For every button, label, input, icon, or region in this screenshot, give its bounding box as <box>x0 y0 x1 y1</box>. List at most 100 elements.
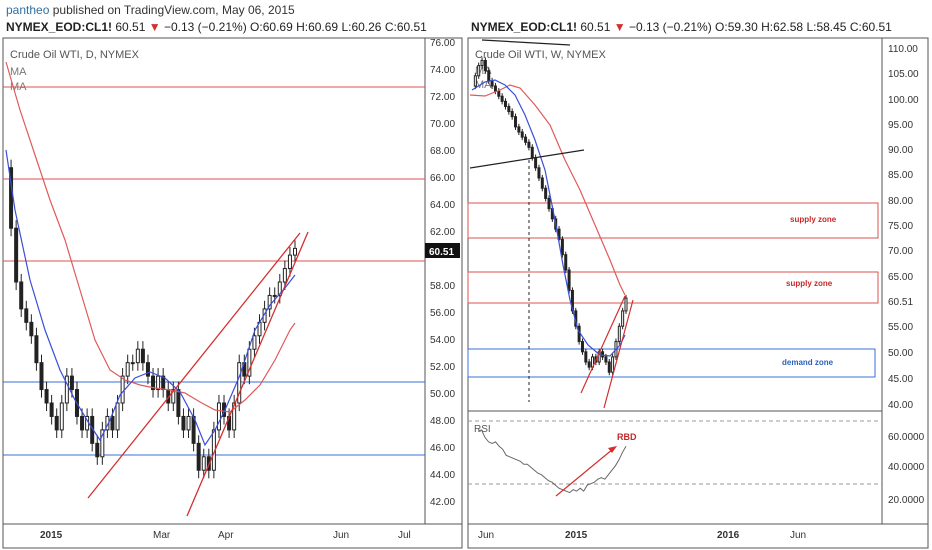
right-ma-blue <box>471 79 626 357</box>
right-panel-frame <box>467 37 929 549</box>
left-ytick: 46.00 <box>430 443 455 454</box>
left-xtick: Mar <box>153 530 171 541</box>
right-ohlc: O:59.30 H:62.58 L:58.45 C:60.51 <box>715 20 892 34</box>
channel-line <box>603 299 634 409</box>
right-xtick: 2016 <box>717 530 740 541</box>
left-ytick: 50.00 <box>430 389 455 400</box>
left-symbol-bar: NYMEX_EOD:CL1! 60.51 ▼ −0.13 (−0.21%) O:… <box>6 20 427 34</box>
candle <box>247 348 252 377</box>
candle <box>483 59 487 72</box>
right-ytick: 90.00 <box>888 145 913 156</box>
rsi-label: RSI <box>474 424 491 435</box>
candle <box>534 157 538 169</box>
candle <box>44 389 49 404</box>
right-y-axis: 110.00 105.00 100.00 95.00 90.00 85.00 8… <box>888 44 925 506</box>
candle <box>587 361 591 368</box>
right-symbol[interactable]: NYMEX_EOD:CL1! <box>471 20 578 34</box>
candle <box>64 375 69 404</box>
right-ytick: 55.00 <box>888 322 913 333</box>
right-xtick: Jun <box>478 530 494 541</box>
left-ytick: 76.00 <box>430 38 455 49</box>
candle <box>287 254 292 270</box>
candle <box>520 131 524 138</box>
right-trendlines <box>469 39 634 409</box>
candle <box>181 415 186 431</box>
candle <box>186 415 191 431</box>
left-change: −0.13 (−0.21%) <box>163 20 247 34</box>
candle <box>473 75 477 87</box>
supply-zone-upper <box>467 202 879 239</box>
right-ma-red <box>469 84 626 296</box>
candle <box>547 197 551 210</box>
left-ma-red <box>5 61 296 413</box>
left-panel-frame <box>2 37 463 549</box>
candle <box>14 227 19 283</box>
candle <box>130 362 135 365</box>
candle <box>80 415 85 431</box>
candle <box>95 442 100 458</box>
candle <box>503 100 507 107</box>
left-ytick: 44.00 <box>430 470 455 481</box>
right-ytick: 105.00 <box>888 69 919 80</box>
candle <box>125 362 130 377</box>
candle <box>24 308 29 323</box>
candle <box>39 362 44 391</box>
rbd-arrow-line <box>555 448 614 497</box>
left-ytick: 68.00 <box>430 146 455 157</box>
right-ytick: 95.00 <box>888 120 913 131</box>
candle <box>100 429 105 458</box>
left-ytick: 56.00 <box>430 308 455 319</box>
left-ytick: 62.00 <box>430 227 455 238</box>
candle <box>176 389 181 417</box>
left-symbol[interactable]: NYMEX_EOD:CL1! <box>6 20 113 34</box>
candle <box>607 361 611 373</box>
candle <box>577 325 581 343</box>
candle <box>277 281 282 296</box>
candle <box>580 341 584 353</box>
candle <box>59 402 64 431</box>
left-channel <box>87 231 309 517</box>
candle <box>517 126 521 133</box>
left-ytick: 70.00 <box>430 119 455 130</box>
candle <box>611 356 615 373</box>
candle <box>480 59 484 67</box>
rsi-line <box>477 429 627 494</box>
channel-line <box>186 231 309 517</box>
candle <box>140 348 145 364</box>
candle <box>604 356 608 363</box>
author-link[interactable]: pantheo <box>6 3 50 17</box>
candle <box>49 402 54 417</box>
right-chart-title: Crude Oil WTI, W, NYMEX <box>475 49 606 61</box>
candle <box>527 141 531 148</box>
left-ma1-label: MA <box>10 66 27 78</box>
candle <box>267 294 272 310</box>
left-ytick: 58.00 <box>430 281 455 292</box>
candle <box>487 70 491 82</box>
rsi-ytick: 20.0000 <box>888 495 925 506</box>
right-change: −0.13 (−0.21%) <box>628 20 712 34</box>
candle <box>497 90 501 97</box>
candle <box>34 335 39 364</box>
left-y-axis: 76.00 74.00 72.00 70.00 68.00 66.00 64.0… <box>425 38 460 508</box>
right-last: 60.51 <box>580 20 611 34</box>
right-ytick: 45.00 <box>888 374 913 385</box>
left-ytick: 48.00 <box>430 416 455 427</box>
rbd-arrow-icon <box>608 446 617 453</box>
left-ytick: 42.00 <box>430 497 455 508</box>
publish-header: pantheo published on TradingView.com, Ma… <box>6 3 295 17</box>
candle <box>54 415 59 431</box>
candle <box>477 65 481 77</box>
right-xtick: 2015 <box>565 530 588 541</box>
right-ytick: 50.00 <box>888 348 913 359</box>
candle <box>584 351 588 363</box>
candle <box>120 375 125 404</box>
left-ytick: 74.00 <box>430 65 455 76</box>
right-ytick: 100.00 <box>888 95 919 106</box>
left-x-axis: 2015 Mar Apr Jun Jul <box>40 530 411 541</box>
left-xtick: Jun <box>333 530 349 541</box>
left-xtick: Jul <box>398 530 411 541</box>
rsi-ytick: 40.0000 <box>888 462 925 473</box>
rsi-ytick: 60.0000 <box>888 432 925 443</box>
left-xtick: Apr <box>218 530 234 541</box>
